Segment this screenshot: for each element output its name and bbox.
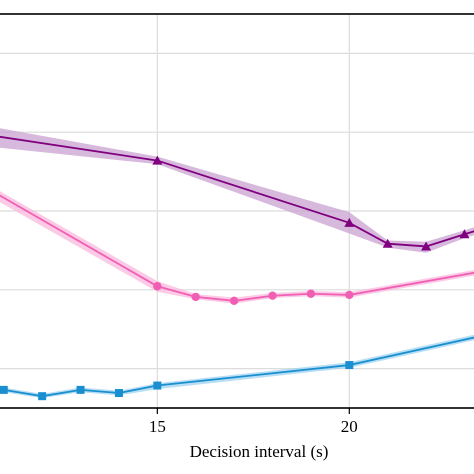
series-0-point: [382, 238, 393, 248]
series-2-point: [345, 361, 354, 370]
series-1-band: [0, 191, 474, 304]
series-2-point: [0, 385, 8, 394]
grid: [0, 14, 474, 408]
series-0-point: [421, 241, 432, 251]
plot-frame: [0, 13, 474, 409]
confidence-bands: [0, 128, 474, 399]
series-2-point: [76, 385, 85, 394]
series-0-point: [152, 155, 163, 165]
x-tick-label: 15: [149, 417, 166, 436]
series-1-point: [268, 291, 277, 300]
series-0-point: [459, 229, 470, 239]
series-lines: [0, 135, 474, 398]
series-2-line: [0, 336, 474, 398]
series-2-band: [0, 334, 474, 399]
series-1-point: [191, 292, 200, 302]
series-2-point: [38, 392, 47, 401]
x-ticks: 15 20: [149, 408, 358, 436]
series-markers: [0, 155, 470, 401]
series-1-line: [0, 194, 474, 302]
series-2-point: [153, 381, 162, 390]
series-1-point: [153, 282, 162, 291]
series-1-point: [345, 290, 354, 300]
x-axis-label: Decision interval (s): [190, 442, 329, 461]
series-1-point: [306, 289, 316, 298]
series-0-point: [344, 217, 355, 227]
series-2-point: [114, 389, 123, 398]
x-tick-label: 20: [341, 417, 358, 436]
series-0-band: [0, 128, 474, 253]
series-1-point: [229, 296, 239, 306]
